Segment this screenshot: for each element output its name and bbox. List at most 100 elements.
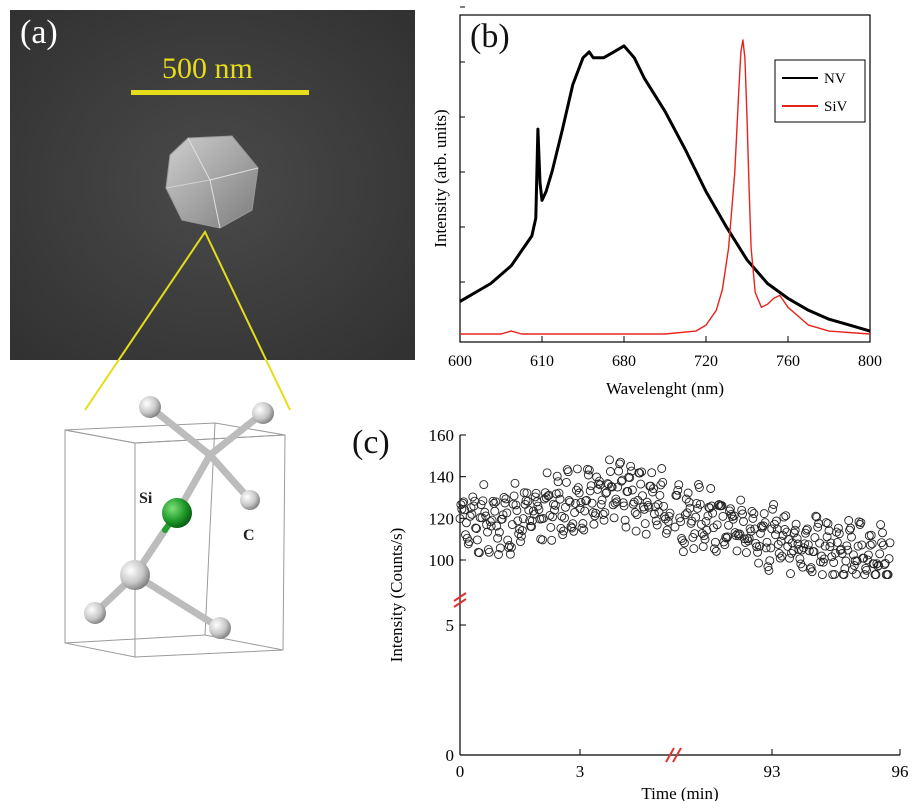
data-point: [734, 531, 744, 541]
data-point: [640, 519, 650, 529]
data-point: [781, 511, 791, 521]
data-point: [648, 487, 658, 497]
data-point: [769, 500, 779, 509]
data-point: [558, 530, 568, 540]
data-point: [748, 513, 758, 523]
data-point: [584, 465, 594, 475]
data-point: [583, 470, 593, 480]
data-point: [692, 498, 702, 508]
data-point: [672, 490, 682, 500]
siv-lattice-diagram: Si C: [64, 396, 286, 658]
data-point: [841, 556, 851, 566]
data-point: [832, 537, 842, 547]
data-point: [533, 501, 543, 511]
data-point: [829, 558, 839, 567]
x-tick-label: 93: [764, 762, 781, 781]
panel-label-a: (a): [20, 14, 58, 51]
data-point: [821, 518, 831, 528]
data-point: [853, 541, 863, 551]
data-point: [766, 543, 776, 553]
data-point: [530, 492, 540, 502]
data-point: [647, 468, 657, 478]
y-tick-label: 120: [429, 509, 455, 528]
data-point: [575, 504, 585, 513]
data-point: [644, 502, 654, 512]
data-point: [690, 529, 700, 539]
data-point: [557, 511, 567, 521]
data-point: [771, 530, 780, 540]
y-axis-label: Intensity (Counts/s): [387, 528, 406, 663]
data-point: [765, 556, 775, 566]
legend-box: [774, 59, 866, 123]
data-point: [528, 506, 538, 516]
legend: NV SiV: [774, 59, 866, 123]
data-point: [658, 477, 668, 487]
data-point: [598, 509, 608, 519]
x-tick-label: 600: [448, 353, 472, 370]
data-point: [654, 507, 664, 517]
data-point: [852, 556, 862, 566]
data-point: [697, 528, 707, 538]
data-point: [637, 467, 647, 477]
data-point: [801, 525, 811, 535]
data-point: [701, 516, 711, 526]
x-tick-label: 680: [612, 353, 636, 370]
data-point: [561, 477, 571, 487]
data-point: [718, 511, 728, 521]
data-point: [501, 494, 511, 504]
data-point: [474, 548, 484, 558]
data-point: [664, 511, 674, 521]
data-point: [744, 533, 754, 543]
data-point: [720, 540, 730, 550]
data-point: [550, 505, 559, 515]
data-point: [614, 466, 624, 476]
data-point: [761, 543, 771, 553]
data-point: [630, 508, 640, 517]
data-point: [505, 541, 514, 551]
data-point: [541, 493, 551, 503]
data-point: [605, 467, 615, 476]
data-point: [834, 529, 844, 539]
data-point: [865, 540, 875, 550]
legend-label: NV: [824, 71, 846, 87]
data-point: [883, 570, 893, 580]
data-point: [833, 523, 843, 533]
data-point: [486, 521, 496, 531]
data-point: [572, 485, 581, 495]
data-point: [703, 511, 713, 521]
x-tick-label: 610: [530, 353, 554, 370]
data-point: [522, 488, 532, 498]
x-tick-label: 800: [858, 353, 882, 370]
data-point: [709, 544, 719, 554]
x-tick-label: 96: [892, 762, 909, 781]
data-point: [857, 540, 867, 550]
data-point: [763, 562, 773, 572]
data-point: [813, 522, 823, 532]
data-point: [478, 496, 488, 506]
data-point: [475, 513, 485, 523]
data-point: [504, 543, 514, 552]
data-point: [662, 525, 672, 535]
data-point: [458, 498, 468, 508]
data-point: [513, 516, 523, 526]
data-point: [698, 542, 708, 552]
data-point: [548, 512, 558, 522]
data-point: [856, 518, 866, 528]
data-point: [736, 495, 746, 505]
data-point: [735, 529, 745, 539]
data-point: [472, 535, 482, 545]
data-point: [606, 481, 616, 491]
data-point: [705, 503, 715, 513]
data-point: [483, 527, 492, 537]
data-point: [846, 523, 856, 533]
atom-label-si: Si: [139, 490, 153, 507]
spectrum-chart: 600 610 680 720 760 800 Wavelenght (nm) Intensi…: [431, 6, 882, 398]
data-point: [566, 522, 576, 532]
data-point: [691, 512, 701, 522]
data-point: [768, 504, 778, 514]
data-point: [550, 500, 560, 510]
data-point: [455, 514, 465, 524]
data-point: [839, 570, 849, 580]
data-point: [618, 498, 628, 508]
data-point: [812, 512, 822, 522]
